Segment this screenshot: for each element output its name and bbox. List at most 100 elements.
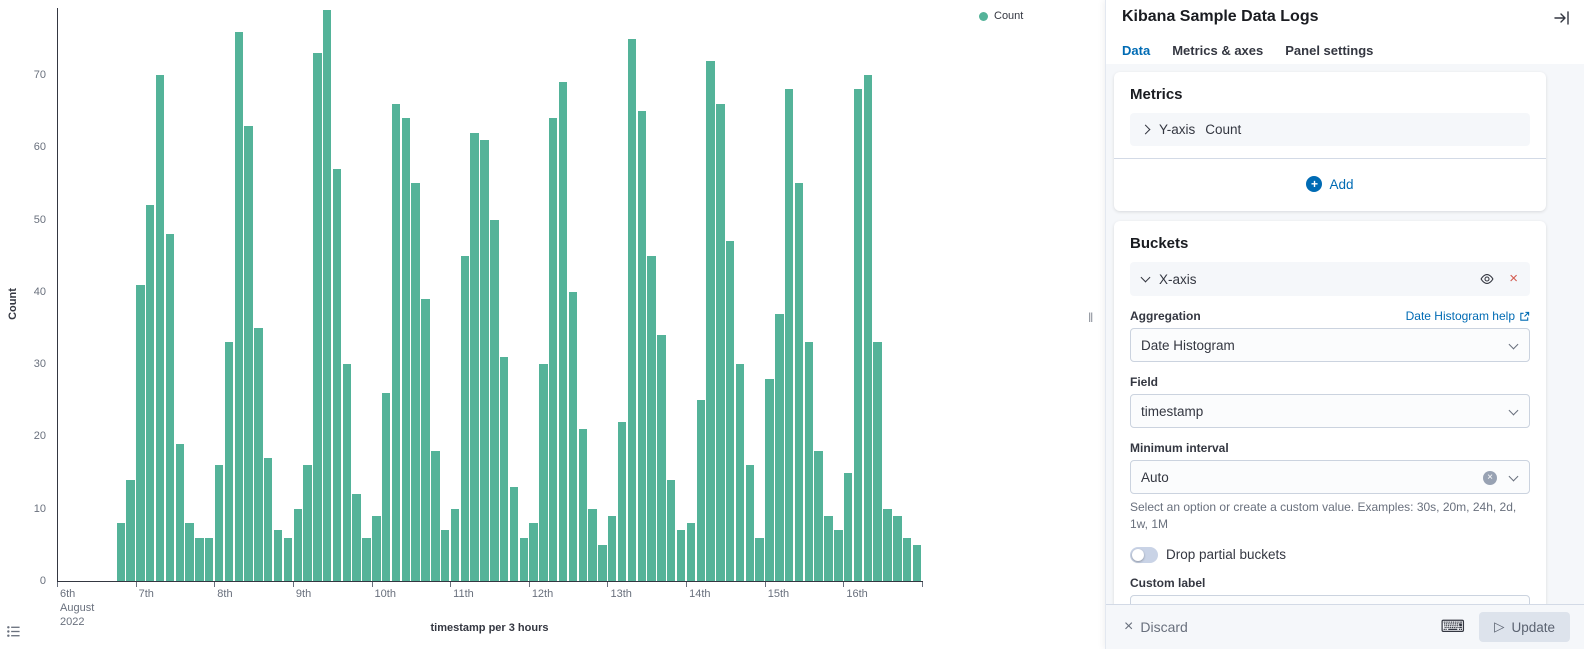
bar[interactable] <box>264 458 273 581</box>
bar[interactable] <box>647 255 656 581</box>
bar[interactable] <box>627 38 637 581</box>
bar[interactable] <box>165 234 175 581</box>
update-button[interactable]: ▷ Update <box>1479 612 1570 642</box>
bar[interactable] <box>784 89 794 581</box>
metric-y-axis-row[interactable]: Y-axis Count <box>1130 113 1530 146</box>
add-metric-button[interactable]: + Add <box>1306 176 1354 192</box>
bar[interactable] <box>155 75 165 581</box>
bar[interactable] <box>254 328 263 581</box>
bar[interactable] <box>490 219 499 581</box>
bar[interactable] <box>834 530 843 581</box>
bar[interactable] <box>332 168 342 581</box>
bar[interactable] <box>539 364 548 581</box>
bar[interactable] <box>578 429 587 581</box>
bar[interactable] <box>843 472 853 581</box>
remove-bucket-icon[interactable]: × <box>1509 270 1518 287</box>
custom-label-input[interactable] <box>1130 594 1530 604</box>
bar[interactable] <box>794 183 804 581</box>
bar[interactable] <box>303 465 312 581</box>
bar[interactable] <box>499 356 509 581</box>
bar[interactable] <box>598 544 607 581</box>
bar[interactable] <box>765 378 774 581</box>
bar[interactable] <box>480 140 489 581</box>
legend-label[interactable]: Count <box>994 10 1024 22</box>
bar[interactable] <box>431 450 440 581</box>
bar[interactable] <box>863 75 873 581</box>
aggregation-select[interactable]: Date Histogram <box>1130 328 1530 362</box>
bar[interactable] <box>185 523 194 581</box>
bar[interactable] <box>519 537 528 581</box>
bar[interactable] <box>873 342 882 581</box>
bar[interactable] <box>136 284 145 581</box>
bar[interactable] <box>244 125 253 581</box>
bar[interactable] <box>146 205 155 581</box>
bar[interactable] <box>224 342 234 581</box>
bar[interactable] <box>735 364 745 581</box>
bar[interactable] <box>205 537 214 581</box>
tab-panel-settings[interactable]: Panel settings <box>1285 43 1374 58</box>
bar[interactable] <box>588 508 597 581</box>
bar[interactable] <box>440 530 450 581</box>
bar[interactable] <box>824 515 833 581</box>
bar[interactable] <box>421 299 430 581</box>
bar[interactable] <box>372 515 381 581</box>
bar[interactable] <box>893 515 902 581</box>
bar[interactable] <box>912 544 922 581</box>
bar[interactable] <box>362 537 371 581</box>
bar[interactable] <box>716 103 725 581</box>
bar[interactable] <box>460 255 470 581</box>
bar[interactable] <box>283 537 293 581</box>
bar[interactable] <box>126 479 135 581</box>
legend[interactable]: Count <box>979 10 1023 22</box>
bar[interactable] <box>529 523 538 581</box>
bar[interactable] <box>342 364 352 581</box>
bar[interactable] <box>558 82 568 581</box>
bar[interactable] <box>617 421 627 581</box>
bar[interactable] <box>608 515 617 581</box>
bar[interactable] <box>814 450 823 581</box>
bar[interactable] <box>401 118 411 581</box>
bar[interactable] <box>214 465 224 581</box>
bar[interactable] <box>381 393 391 581</box>
eye-icon[interactable] <box>1479 271 1495 287</box>
bar[interactable] <box>322 9 332 581</box>
bar[interactable] <box>175 443 184 581</box>
bar[interactable] <box>883 508 892 581</box>
keyboard-shortcut-icon[interactable]: ⌨ <box>1440 617 1466 636</box>
bar[interactable] <box>509 487 519 581</box>
field-select[interactable]: timestamp <box>1130 394 1530 428</box>
legend-color-dot[interactable] <box>979 11 988 21</box>
bar[interactable] <box>637 111 646 581</box>
bar[interactable] <box>667 479 676 581</box>
bar[interactable] <box>391 103 401 581</box>
bucket-x-axis-row[interactable]: X-axis × <box>1130 262 1530 296</box>
bar[interactable] <box>726 241 735 581</box>
bar[interactable] <box>234 31 243 581</box>
bar[interactable] <box>293 508 302 581</box>
legend-toggle-icon[interactable] <box>6 624 21 644</box>
bar[interactable] <box>745 465 755 581</box>
discard-button[interactable]: × Discard <box>1124 618 1188 636</box>
panel-resizer-handle[interactable]: ‖ <box>1088 310 1094 325</box>
bar[interactable] <box>195 537 204 581</box>
bar[interactable] <box>411 183 420 581</box>
bar[interactable] <box>902 537 912 581</box>
bar[interactable] <box>116 523 125 581</box>
drop-partial-buckets-toggle[interactable] <box>1130 546 1158 563</box>
bar[interactable] <box>450 508 460 581</box>
bar[interactable] <box>568 291 578 581</box>
clear-selection-icon[interactable]: × <box>1483 471 1497 485</box>
bar[interactable] <box>706 60 715 581</box>
tab-metrics-axes[interactable]: Metrics & axes <box>1172 43 1264 58</box>
bar[interactable] <box>273 530 283 581</box>
date-histogram-help-link[interactable]: Date Histogram help <box>1406 309 1530 323</box>
bar[interactable] <box>696 400 705 581</box>
bar[interactable] <box>853 89 863 581</box>
collapse-panel-button[interactable] <box>1552 8 1572 33</box>
bar[interactable] <box>313 53 322 581</box>
bar[interactable] <box>804 342 814 581</box>
bar[interactable] <box>470 132 479 581</box>
bar[interactable] <box>549 118 558 581</box>
bar[interactable] <box>352 494 361 581</box>
bar[interactable] <box>755 537 764 581</box>
